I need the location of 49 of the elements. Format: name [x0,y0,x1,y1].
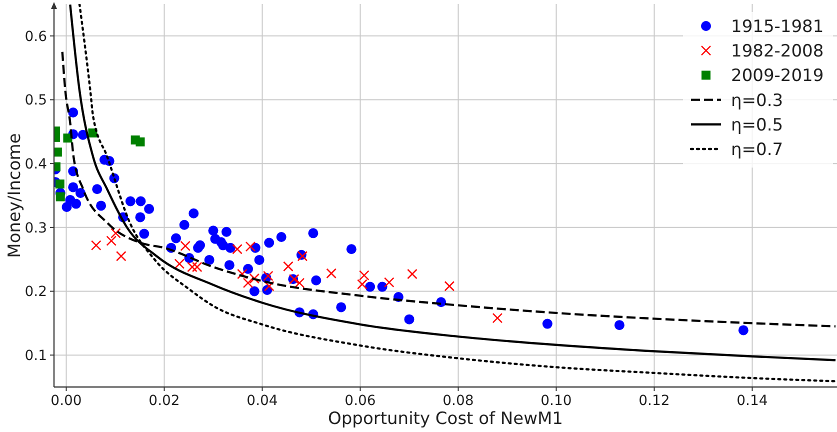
point [264,280,274,292]
legend-label: η=0.7 [731,140,784,160]
point [444,280,455,292]
x-tick-label: 0.00 [50,393,82,409]
legend-label: 1915-1981 [731,16,824,37]
point [359,270,370,280]
point [187,262,198,272]
y-tick-label: 0.6 [24,28,48,45]
legend-label: 2009-2019 [731,66,824,86]
x-tick-label: 0.14 [736,393,768,409]
point [294,278,305,288]
y-axis-title: Money/Income [5,133,25,258]
point [180,240,190,252]
point [384,277,394,288]
y-tick-label: 0.2 [24,284,47,300]
x-tick-label: 0.02 [148,393,180,409]
point [326,268,336,279]
y-tick-label: 0.1 [24,348,47,364]
point [54,148,62,157]
x-tick-label: 0.08 [442,393,474,409]
point [357,279,368,290]
x-tick-label: 0.10 [540,393,572,409]
point [106,236,116,246]
point [136,137,145,146]
y-tick-label: 0.4 [24,156,48,172]
point [116,250,126,262]
point [56,192,65,202]
point [407,268,418,280]
point [249,273,260,284]
point [110,228,121,238]
y-tick-label: 0.5 [24,92,47,109]
point [90,240,102,250]
point [55,180,64,189]
legend-label: η=0.3 [731,90,784,111]
x-axis-title: Opportunity Cost of NewM1 [328,409,563,429]
point [283,261,294,272]
point [174,258,185,269]
legend-label: 1982-2008 [731,42,824,62]
point [232,244,242,254]
point [237,268,248,280]
x-tick-label: 0.12 [638,393,670,409]
y-tick-label: 0.3 [24,220,47,236]
x-tick-label: 0.06 [344,393,376,409]
point [492,312,503,324]
x-tick-label: 0.04 [246,393,278,409]
legend-label: η=0.5 [731,115,784,136]
point [245,241,256,252]
point [192,262,202,272]
point [242,278,254,288]
